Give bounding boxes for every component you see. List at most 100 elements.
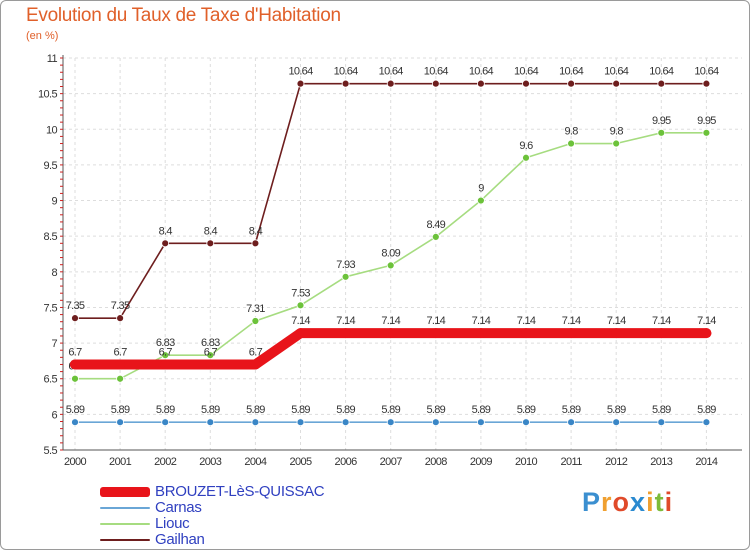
data-point [612,139,621,148]
data-label: 7.14 [291,315,310,327]
y-tick-label: 10.5 [38,89,57,101]
legend-label: Carnas [155,499,202,516]
x-tick-label: 2014 [695,456,718,468]
data-label: 5.89 [426,404,445,416]
data-label: 6.7 [68,346,82,358]
data-point [161,239,170,248]
data-point [522,79,530,88]
data-point [431,418,440,427]
data-point [115,359,126,370]
data-label: 5.89 [66,404,85,416]
data-label: 7.14 [336,315,355,327]
data-label: 10.64 [334,66,359,78]
x-tick-label: 2004 [244,456,267,468]
data-label: 9.95 [697,115,716,127]
data-point [702,418,711,427]
data-point [116,418,124,427]
data-label: 5.89 [291,404,310,416]
data-point [612,79,621,88]
data-point [521,328,531,339]
data-label: 9.95 [652,115,671,127]
data-label: 9.8 [610,126,624,138]
data-label: 8.4 [249,225,263,237]
brand-letter: x [630,487,647,517]
data-point [295,328,306,339]
brand-letter: P [582,487,602,517]
data-point [296,418,305,427]
legend-swatch [100,487,150,497]
data-point [296,79,305,88]
data-point [522,418,530,427]
data-label: 5.89 [607,404,626,416]
data-label: 6.7 [113,346,127,358]
brand-letter: i [646,487,655,517]
legend-label: Liouc [155,515,190,532]
y-tick-label: 7.5 [44,302,58,314]
data-point [567,418,575,427]
data-label: 10.64 [424,66,449,78]
data-point [430,328,441,339]
data-label: 5.89 [652,404,671,416]
data-point [251,239,260,248]
data-label: 8.4 [204,225,218,237]
data-point [71,418,79,427]
data-point [475,328,486,339]
data-label: 7.35 [66,300,85,312]
x-tick-label: 2003 [199,456,222,468]
data-label: 7.14 [652,315,671,327]
data-label: 5.89 [201,404,220,416]
data-label: 6.7 [159,346,173,358]
y-tick-label: 8 [51,267,57,279]
data-label: 5.89 [472,404,491,416]
data-point [386,79,395,88]
data-label: 9.6 [519,140,533,152]
data-point [612,418,621,427]
data-label: 7.93 [336,259,355,271]
data-point [205,359,216,370]
data-label: 8.09 [381,247,400,259]
brand-letter: i [664,487,674,517]
data-point [341,272,350,281]
data-point [340,328,351,339]
data-point [206,351,215,360]
data-point [116,374,124,383]
data-point [476,196,485,205]
data-point [116,314,124,323]
data-label: 7.31 [246,303,265,315]
data-label: 7.14 [426,315,445,327]
data-point [250,359,261,370]
x-tick-label: 2010 [515,456,538,468]
x-tick-label: 2012 [605,456,628,468]
data-point [657,418,666,427]
data-point [70,359,80,370]
data-point [251,418,260,427]
data-label: 7.14 [381,315,400,327]
data-label: 7.14 [562,315,581,327]
brand-logo: Proxiti [582,487,673,518]
data-point [702,79,711,88]
data-point [431,79,440,88]
x-tick-label: 2001 [109,456,132,468]
y-tick-label: 5.5 [44,445,58,457]
data-point [206,418,215,427]
x-tick-label: 2002 [154,456,177,468]
data-label: 5.89 [697,404,716,416]
data-label: 6.7 [204,346,218,358]
data-point [71,314,79,323]
data-point [701,328,712,339]
data-label: 5.89 [517,404,536,416]
brand-letter: r [601,487,613,517]
y-tick-label: 11 [47,53,58,65]
data-label: 10.64 [694,66,719,78]
data-label: 8.49 [426,219,445,231]
data-point [161,351,170,360]
data-point [431,232,440,241]
x-tick-label: 2009 [470,456,493,468]
data-point [385,328,396,339]
data-point [161,418,170,427]
data-label: 6.83 [156,337,175,349]
legend-swatch [100,507,150,509]
data-point [657,128,666,137]
